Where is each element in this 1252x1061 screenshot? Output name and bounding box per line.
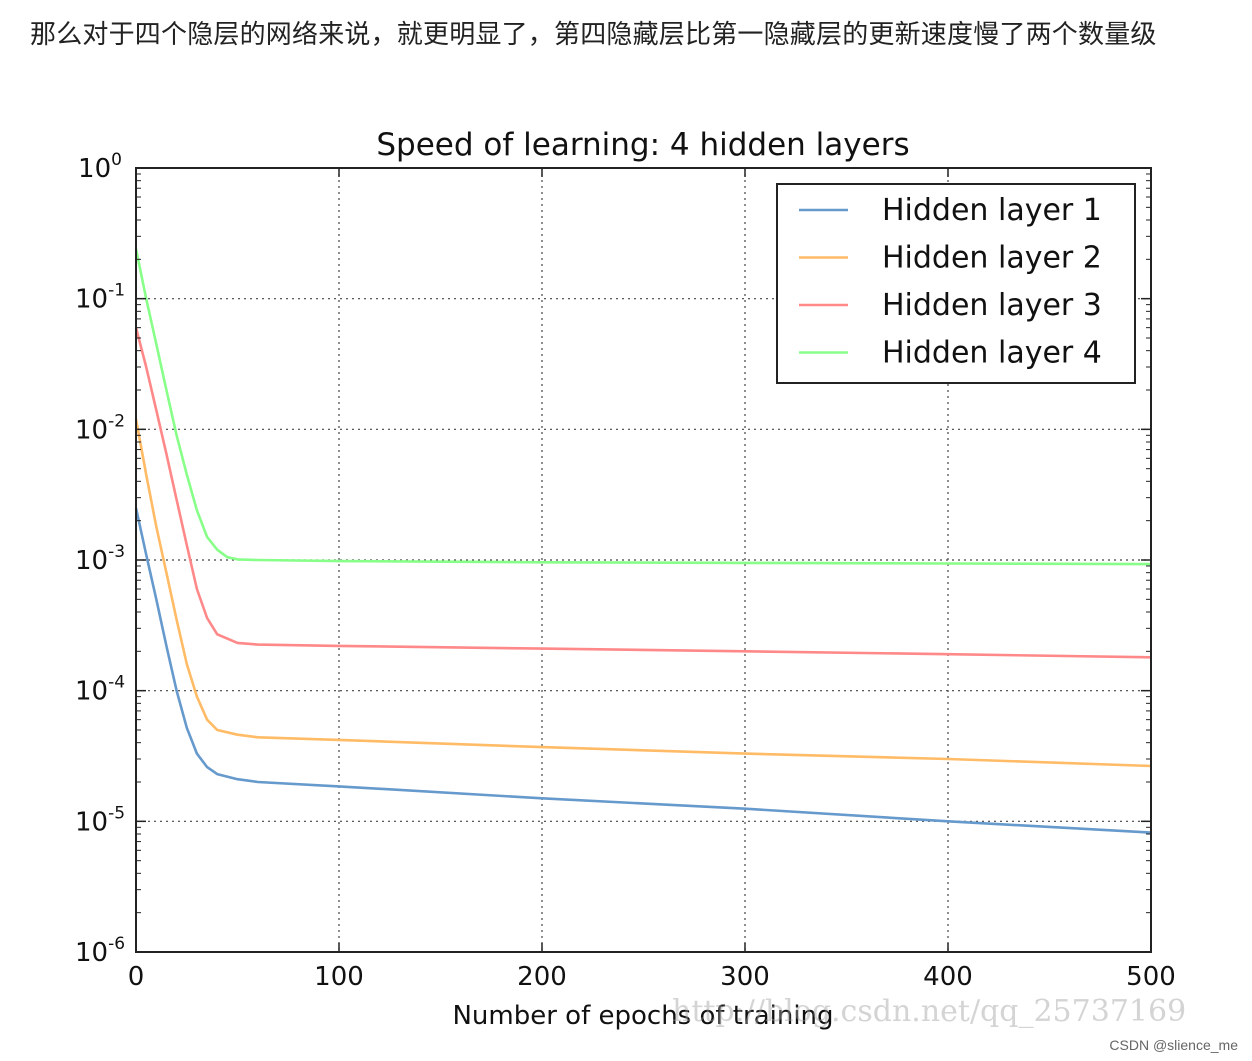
x-tick-label: 300 [720, 962, 770, 992]
x-axis-label: Number of epochs of training [452, 1001, 833, 1031]
series-line [134, 327, 1152, 659]
y-tick-labels: 10-6 10-5 10-4 10-3 10-2 10-1 100 [75, 150, 125, 968]
x-tick-label: 0 [128, 962, 145, 992]
y-tick-label: 10-5 [75, 803, 125, 837]
credit-text: CSDN @slience_me [1109, 1037, 1238, 1053]
y-tick-label: 100 [78, 150, 122, 184]
legend-box [776, 183, 1136, 384]
y-tick-label: 10-2 [75, 411, 125, 445]
legend-label: Hidden layer 4 [882, 336, 1102, 371]
x-tick-label: 100 [314, 962, 364, 992]
series-line [134, 507, 1152, 834]
legend-label: Hidden layer 1 [882, 193, 1102, 228]
y-tick-label: 10-6 [75, 934, 125, 968]
series-lines [134, 248, 1152, 834]
legend-label: Hidden layer 2 [882, 241, 1102, 276]
y-tick-label: 10-1 [75, 281, 125, 315]
y-tick-label: 10-3 [75, 542, 125, 576]
legend-label: Hidden layer 3 [882, 288, 1102, 323]
y-tick-label: 10-4 [75, 673, 125, 707]
tick-marks [135, 167, 1152, 953]
series-line [134, 418, 1152, 768]
x-tick-labels: 0 100 200 300 400 500 [128, 962, 1176, 992]
series-line [134, 248, 1152, 566]
x-tick-label: 200 [517, 962, 567, 992]
legend: Hidden layer 1 Hidden layer 2 Hidden layer… [776, 183, 1136, 384]
chart-title: Speed of learning: 4 hidden layers [376, 127, 909, 163]
x-tick-label: 400 [923, 962, 973, 992]
x-tick-label: 500 [1126, 962, 1176, 992]
page-caption: 那么对于四个隐层的网络来说，就更明显了，第四隐藏层比第一隐藏层的更新速度慢了两个… [30, 20, 1157, 50]
